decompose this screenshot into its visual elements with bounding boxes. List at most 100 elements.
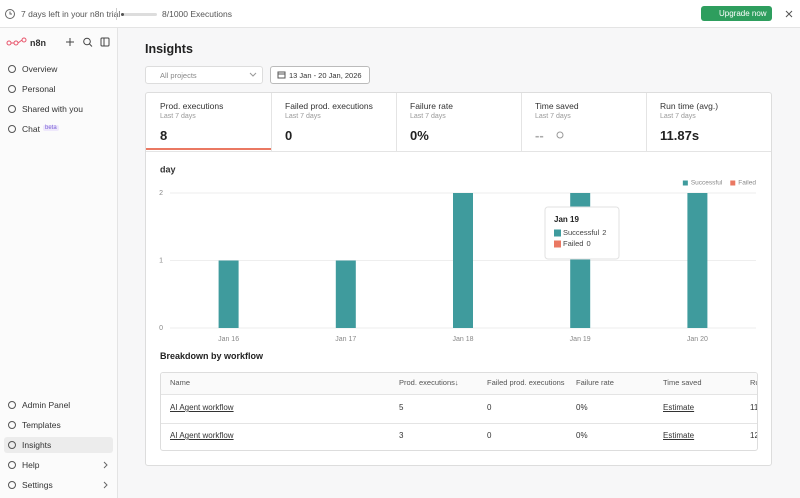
- progress: [121, 13, 157, 16]
- page-title: Insights: [145, 42, 193, 56]
- cell: 0%: [576, 431, 588, 440]
- stat-value: 11.87s: [660, 128, 700, 143]
- cell-link[interactable]: AI Agent workflow: [170, 403, 234, 412]
- stat-value: 0: [285, 128, 293, 143]
- x-tick-label: Jan 19: [570, 336, 591, 343]
- nav-item[interactable]: Shared with you: [22, 104, 83, 114]
- sidebar-actions[interactable]: [64, 36, 114, 48]
- tooltip-label: Failed: [563, 239, 583, 248]
- tab-divider: [271, 93, 272, 151]
- cell: 5: [399, 403, 404, 412]
- column-header[interactable]: Failure rate: [576, 378, 614, 387]
- column-header[interactable]: Time saved: [663, 378, 702, 387]
- nav-item[interactable]: Settings: [22, 480, 53, 490]
- tooltip-swatch: [554, 240, 561, 248]
- stat-period: Last 7 days: [285, 113, 321, 120]
- column-header[interactable]: Failed prod. executions: [487, 378, 565, 387]
- cell: 11: [750, 403, 757, 412]
- executions-text: 8/1000 Executions: [162, 9, 232, 19]
- nav-item[interactable]: Insights: [22, 440, 52, 450]
- y-tick-label: 2: [159, 190, 163, 197]
- stat-label[interactable]: Failed prod. executions: [285, 101, 373, 111]
- stat-period: Last 7 days: [410, 113, 446, 120]
- nav-icon: [8, 481, 16, 489]
- cell: 3: [399, 431, 404, 440]
- nav-icon: [8, 461, 16, 469]
- sidebar: [0, 28, 118, 498]
- stat-period: Last 7 days: [160, 113, 196, 120]
- bar: [687, 193, 708, 328]
- nav-icon: [8, 125, 16, 133]
- stat-label[interactable]: Time saved: [535, 101, 579, 111]
- beta-badge: beta: [43, 125, 59, 131]
- tooltip-swatch: [554, 229, 561, 237]
- chart-title: day: [160, 164, 176, 174]
- cell: 12: [750, 431, 757, 440]
- trial-text: 7 days left in your n8n trial: [21, 9, 121, 19]
- logo-icon: [6, 37, 27, 46]
- tooltip-label: Successful: [563, 228, 600, 237]
- chevron-right: [103, 481, 108, 489]
- nav-item[interactable]: Overview: [22, 64, 58, 74]
- close-icon[interactable]: [784, 9, 794, 19]
- cell: 0: [487, 431, 492, 440]
- project-text: All projects: [160, 71, 197, 80]
- separator: [116, 8, 117, 20]
- cell-link[interactable]: AI Agent workflow: [170, 431, 234, 440]
- nav-icon: [8, 65, 16, 73]
- info-circle: [556, 131, 564, 139]
- column-header[interactable]: Run time (avg.): [750, 378, 757, 387]
- cell-link[interactable]: Estimate: [663, 403, 695, 412]
- cell-link[interactable]: Estimate: [663, 431, 695, 440]
- legend-swatch: [682, 180, 688, 186]
- project-select[interactable]: [145, 66, 263, 84]
- column-header[interactable]: Name: [170, 378, 191, 387]
- legend-label: Failed: [738, 180, 756, 187]
- stat-period: Last 7 days: [660, 113, 696, 120]
- nav-icon: [8, 421, 16, 429]
- bar: [453, 193, 473, 328]
- stat-value: 0%: [410, 128, 429, 143]
- bar: [218, 260, 239, 328]
- nav-icon: [8, 105, 16, 113]
- cell: 0: [487, 403, 492, 412]
- legend-label: Successful: [691, 180, 723, 187]
- stat-period: Last 7 days: [535, 113, 571, 120]
- stat-label[interactable]: Prod. executions: [160, 101, 224, 111]
- logo-text: n8n: [30, 38, 47, 48]
- chevron-path: [103, 481, 108, 489]
- tooltip-value: 2: [602, 228, 606, 237]
- nav-icon: [8, 441, 16, 449]
- tooltip-title: Jan 19: [554, 215, 579, 224]
- tabs-border: [146, 151, 771, 152]
- cell: 0%: [576, 403, 588, 412]
- nav-icon: [8, 85, 16, 93]
- upgrade-button[interactable]: Upgrade now: [701, 6, 772, 21]
- date-picker[interactable]: [270, 66, 370, 84]
- nav-item[interactable]: Chat: [22, 124, 40, 134]
- tooltip: [544, 206, 620, 260]
- column-header[interactable]: Prod. executions↓: [399, 378, 459, 387]
- stat-value: --: [535, 128, 544, 143]
- stat-label[interactable]: Run time (avg.): [660, 101, 719, 111]
- nav-item[interactable]: Admin Panel: [22, 400, 71, 410]
- table-title: Breakdown by workflow: [160, 351, 264, 361]
- legend-swatch: [730, 180, 736, 186]
- chevron-right: [103, 461, 108, 469]
- table: [160, 372, 758, 451]
- active-tab: [146, 148, 271, 150]
- date-text: 13 Jan - 20 Jan, 2026: [289, 71, 362, 80]
- nav-item[interactable]: Help: [22, 460, 40, 470]
- x-tick-label: Jan 17: [335, 336, 356, 343]
- nav-item[interactable]: Personal: [22, 84, 56, 94]
- x-tick-label: Jan 18: [452, 336, 473, 343]
- y-tick-label: 1: [159, 257, 163, 264]
- nav-active: [4, 437, 113, 453]
- tooltip-value: 0: [586, 239, 590, 248]
- nav-item[interactable]: Templates: [22, 420, 61, 430]
- stat-label[interactable]: Failure rate: [410, 101, 453, 111]
- calendar-icon: [277, 71, 286, 79]
- tab-divider: [396, 93, 397, 151]
